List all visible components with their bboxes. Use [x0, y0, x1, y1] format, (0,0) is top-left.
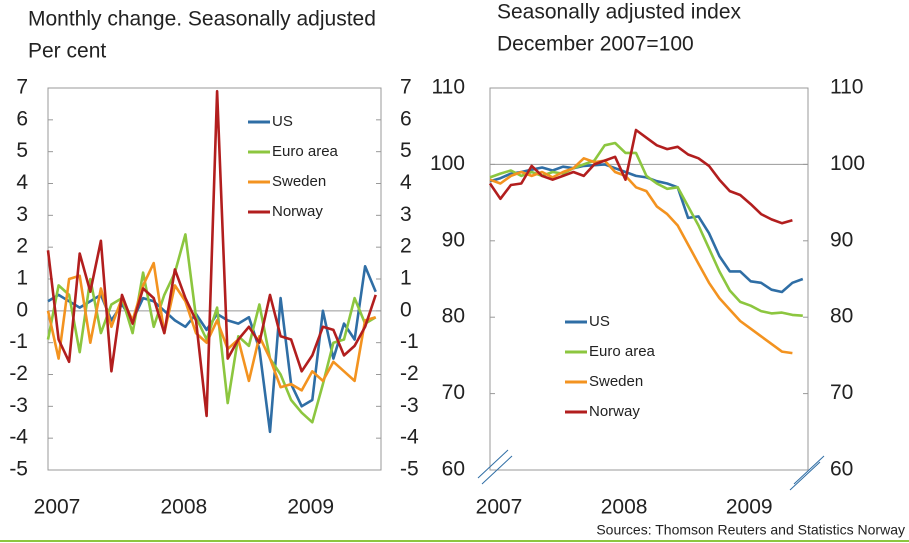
y-tick-label: 90	[442, 228, 465, 251]
series-line	[489, 157, 793, 355]
y-tick-label: 70	[442, 381, 465, 404]
y-tick-label: 2	[16, 235, 28, 258]
y-tick-label: 7	[16, 76, 28, 99]
series-line	[46, 89, 377, 418]
legend-label: Norway	[589, 403, 640, 420]
y-tick-label: 1	[16, 267, 28, 290]
y-tick-label: 110	[432, 76, 465, 99]
x-tick-label: 2007	[476, 496, 523, 519]
y-tick-label: 5	[16, 139, 28, 162]
x-tick-label: 2007	[34, 496, 81, 519]
y-tick-label: -3	[9, 394, 28, 417]
legend-label: Sweden	[589, 373, 643, 390]
y-tick-label: -5	[9, 458, 28, 481]
y-tick-label: 0	[16, 298, 28, 321]
y2-tick-label: 70	[830, 381, 853, 404]
axis-break	[793, 455, 825, 485]
y-tick-label: -4	[9, 426, 28, 449]
y2-tick-label: 3	[400, 203, 412, 226]
legend-label: Euro area	[589, 343, 656, 360]
x-tick-label: 2009	[726, 496, 773, 519]
x-tick-label: 2008	[160, 496, 207, 519]
legend-label: Norway	[272, 203, 323, 220]
y2-tick-label: 1	[400, 267, 412, 290]
axis-break	[789, 461, 821, 491]
y-tick-label: -2	[9, 362, 28, 385]
y2-tick-label: 110	[830, 76, 863, 99]
y-tick-label: 6	[16, 107, 28, 130]
legend-label: Sweden	[272, 173, 326, 190]
y-tick-label: 60	[442, 458, 465, 481]
x-tick-label: 2008	[601, 496, 648, 519]
chart-title: Monthly change. Seasonally adjusted	[28, 8, 376, 31]
y2-tick-label: 4	[400, 171, 412, 194]
y-tick-label: 100	[430, 152, 465, 175]
y2-tick-label: 5	[400, 139, 412, 162]
y2-tick-label: 7	[400, 76, 412, 99]
plot-frame	[489, 87, 809, 471]
legend-label: US	[589, 313, 610, 330]
series-line	[488, 128, 793, 225]
y2-tick-label: 2	[400, 235, 412, 258]
y2-tick-label: -4	[400, 426, 419, 449]
y2-tick-label: 100	[830, 152, 865, 175]
x-tick-label: 2009	[287, 496, 334, 519]
chart-subtitle: December 2007=100	[497, 33, 694, 56]
y-tick-label: -1	[9, 330, 28, 353]
y-tick-label: 3	[16, 203, 28, 226]
y2-tick-label: -2	[400, 362, 419, 385]
y-tick-label: 4	[16, 171, 28, 194]
y2-tick-label: 0	[400, 298, 412, 321]
series-line	[46, 233, 377, 424]
y2-tick-label: 60	[830, 458, 853, 481]
legend-label: Euro area	[272, 143, 339, 160]
axis-break	[481, 455, 513, 485]
y2-tick-label: 80	[830, 305, 853, 328]
series-line	[489, 163, 804, 294]
y-tick-label: 80	[442, 305, 465, 328]
chart-title: Seasonally adjusted index	[497, 1, 742, 24]
y2-tick-label: -3	[400, 394, 419, 417]
chart-subtitle: Per cent	[28, 40, 106, 63]
source: Sources: Thomson Reuters and Statistics …	[596, 522, 905, 538]
y2-tick-label: -5	[400, 458, 419, 481]
y2-tick-label: -1	[400, 330, 419, 353]
y2-tick-label: 6	[400, 107, 412, 130]
series-line	[46, 261, 377, 392]
y2-tick-label: 90	[830, 228, 853, 251]
axis-break	[477, 449, 509, 479]
legend-label: US	[272, 113, 293, 130]
